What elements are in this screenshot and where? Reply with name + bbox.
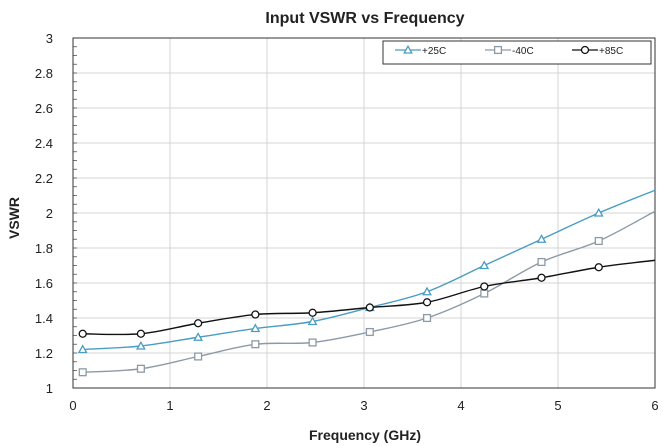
legend-label: +85C — [599, 46, 623, 57]
x-tick-label: 4 — [457, 398, 464, 413]
data-point — [136, 364, 145, 373]
y-tick-label: 3 — [46, 31, 53, 46]
data-point — [307, 316, 318, 326]
x-tick-label: 0 — [69, 398, 76, 413]
x-tick-label: 2 — [263, 398, 270, 413]
legend-entry: +85C — [572, 45, 623, 57]
legend-label: +25C — [422, 46, 446, 57]
data-point — [251, 310, 260, 319]
data-point — [594, 263, 603, 272]
data-point — [365, 327, 374, 337]
series-+85C — [78, 259, 656, 338]
series-line — [82, 189, 656, 351]
x-tick-label: 5 — [554, 398, 561, 413]
series--40C — [78, 210, 656, 377]
data-point — [422, 286, 432, 296]
y-tick-label: 1 — [46, 381, 53, 396]
data-point — [422, 298, 432, 307]
series-layer — [77, 189, 656, 377]
y-tick-label: 2.8 — [35, 66, 53, 81]
tick-labels: 0 1 2 3 4 5 6 1 1.2 1.4 1.6 1.8 2 2.2 2.4 2.6 2.8 3 — [35, 31, 659, 413]
series-line — [82, 210, 656, 373]
data-point — [194, 352, 203, 361]
series-line — [82, 259, 656, 336]
legend-label: -40C — [512, 46, 534, 57]
legend-marker — [493, 45, 503, 55]
data-point — [365, 303, 374, 312]
x-tick-label: 6 — [651, 398, 658, 413]
data-point — [593, 207, 604, 217]
y-axis-title: VSWR — [6, 197, 22, 239]
y-tick-label: 1.6 — [35, 276, 53, 291]
data-point — [480, 282, 489, 291]
legend-marker — [403, 44, 413, 54]
data-point — [422, 313, 432, 323]
x-axis-title: Frequency (GHz) — [309, 427, 421, 443]
data-point — [537, 257, 546, 267]
data-point — [136, 329, 146, 338]
data-point — [480, 289, 489, 298]
data-point — [78, 329, 87, 338]
data-point — [308, 338, 317, 347]
y-tick-label: 1.2 — [35, 346, 53, 361]
x-tick-label: 1 — [166, 398, 173, 413]
data-point — [479, 260, 490, 270]
data-point — [308, 308, 317, 317]
data-point — [193, 332, 204, 341]
y-tick-label: 1.8 — [35, 241, 53, 256]
grid-lines — [72, 37, 656, 389]
y-tick-label: 2 — [46, 206, 53, 221]
data-point — [536, 234, 547, 243]
data-point — [250, 323, 261, 333]
data-point — [251, 340, 260, 349]
data-point — [78, 368, 87, 377]
legend-entry: -40C — [485, 45, 534, 57]
legend: +25C -40C +85C — [382, 40, 652, 65]
data-point — [594, 236, 603, 246]
plot-area — [72, 37, 656, 389]
legend-marker — [580, 45, 590, 55]
data-point — [135, 340, 146, 350]
chart-title: Input VSWR vs Frequency — [265, 10, 464, 27]
y-tick-label: 2.4 — [35, 136, 53, 151]
data-point — [77, 344, 88, 354]
y-tick-label: 2.2 — [35, 171, 53, 186]
data-point — [193, 319, 203, 328]
data-point — [537, 273, 546, 282]
y-tick-label: 2.6 — [35, 101, 53, 116]
legend-entry: +25C — [395, 44, 446, 57]
y-tick-label: 1.4 — [35, 311, 53, 326]
x-tick-label: 3 — [360, 398, 367, 413]
